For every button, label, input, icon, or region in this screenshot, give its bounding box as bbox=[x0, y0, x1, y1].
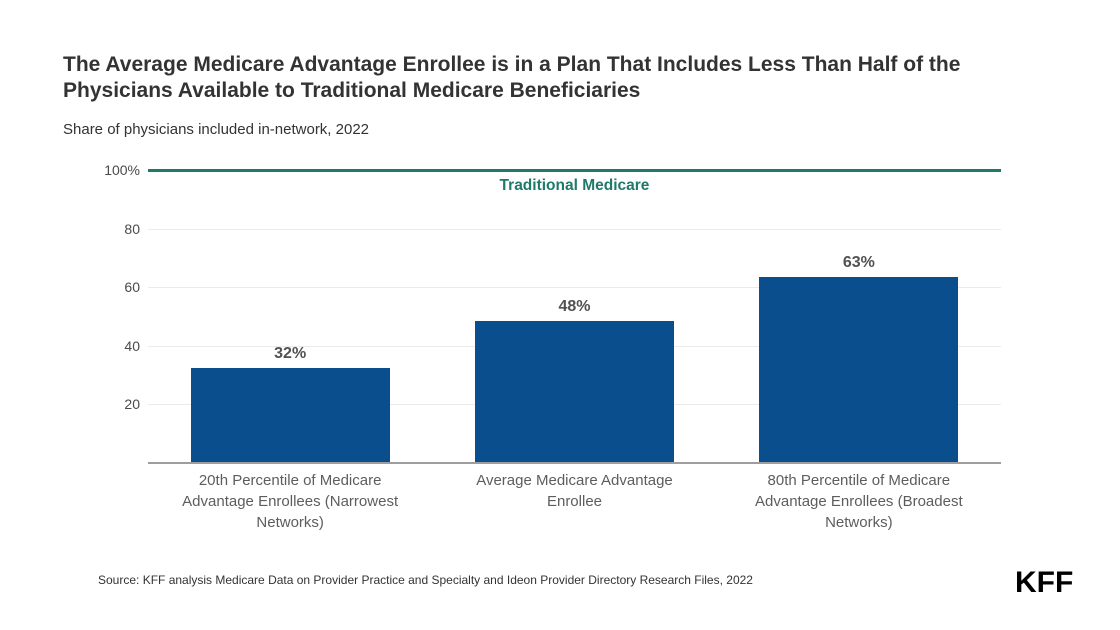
y-axis-tick-label: 60 bbox=[124, 279, 140, 296]
x-axis-category-label: 80th Percentile of Medicare Advantage En… bbox=[755, 472, 963, 531]
chart-subtitle: Share of physicians included in-network,… bbox=[63, 121, 370, 138]
y-axis-tick-label: 100% bbox=[104, 162, 140, 178]
bar bbox=[190, 368, 390, 462]
y-axis-tick-label: 80 bbox=[124, 220, 140, 237]
chart-title: The Average Medicare Advantage Enrollee … bbox=[63, 53, 961, 102]
bar bbox=[474, 321, 674, 462]
gridline bbox=[148, 228, 1001, 230]
source-note: Source: KFF analysis Medicare Data on Pr… bbox=[98, 573, 753, 587]
reference-line-100 bbox=[148, 169, 1001, 172]
bar-value-label: 63% bbox=[842, 254, 875, 272]
bar-value-label: 48% bbox=[558, 298, 591, 316]
x-axis-line bbox=[148, 462, 1001, 464]
bar-value-label: 32% bbox=[274, 345, 307, 363]
y-axis-tick-label: 40 bbox=[124, 337, 140, 354]
plot-area: Traditional Medicare 100% 80 60 40 20 32% 20th… bbox=[104, 162, 1001, 531]
gridline bbox=[148, 287, 1001, 289]
kff-logo: KFF bbox=[1015, 566, 1074, 599]
reference-line-label: Traditional Medicare bbox=[499, 177, 650, 194]
bar bbox=[759, 277, 959, 462]
x-axis-category-label: Average Medicare Advantage Enrollee bbox=[476, 472, 673, 510]
y-axis-tick-label: 20 bbox=[124, 396, 140, 413]
x-axis-category-label: 20th Percentile of Medicare Advantage En… bbox=[182, 472, 399, 531]
